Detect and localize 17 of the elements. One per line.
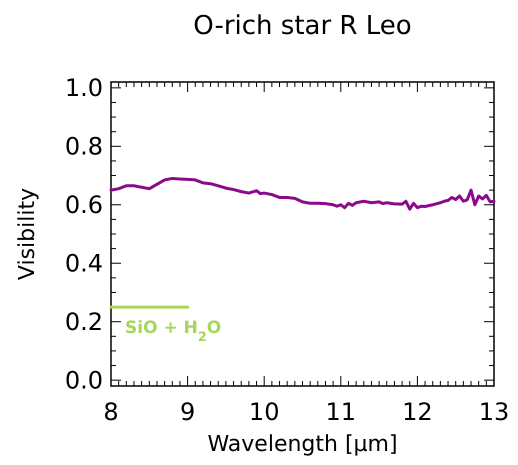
y-tick-label: 0.2 [64,308,103,336]
y-tick-label: 0.0 [64,366,103,395]
x-axis-title: Wavelength [μm] [207,432,398,457]
x-tick-label: 9 [180,398,196,426]
series-label: SiO + H$_{2}$O [125,318,222,345]
y-tick-label: 0.6 [64,191,103,220]
line-series [110,176,496,211]
y-axis-title: Visibility [15,188,40,280]
y-tick-label: 0.4 [64,250,103,278]
y-tick-label: 0.8 [64,132,103,161]
x-tick-label: 13 [478,398,510,426]
y-tick-label: 1.0 [64,74,103,102]
x-tick-label: 8 [103,398,119,426]
x-tick-label: 10 [248,398,280,426]
x-tick-label: 11 [326,398,356,426]
chart-title: O-rich star R Leo [193,11,412,41]
x-tick-label: 12 [402,398,433,426]
